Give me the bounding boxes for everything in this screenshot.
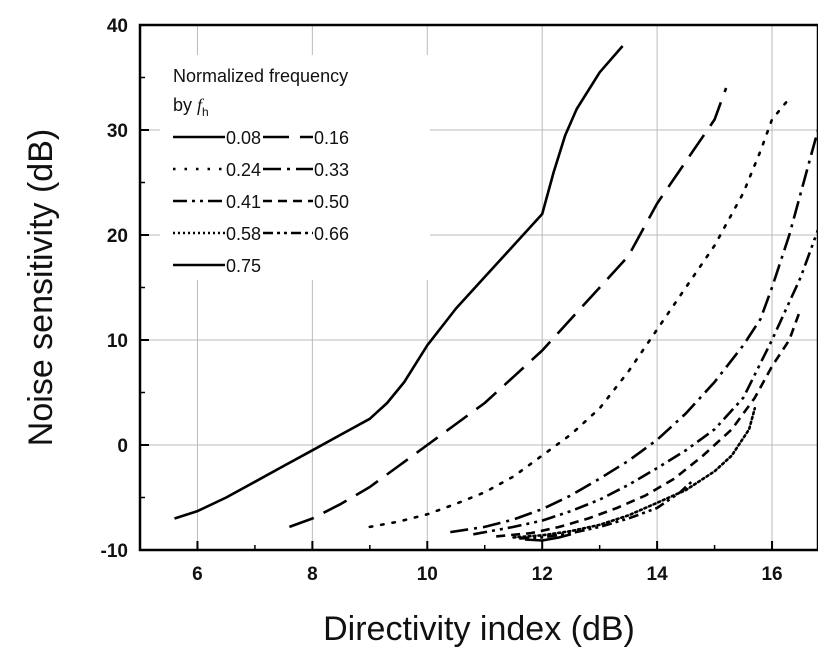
x-tick-label: 16	[761, 564, 782, 585]
legend-box	[160, 55, 430, 280]
y-tick-label: 0	[117, 436, 128, 457]
legend-title-symbol: f	[197, 95, 205, 115]
series-layer	[174, 45, 818, 542]
legend-label: 0.24	[226, 160, 261, 180]
y-tick-label: 10	[107, 331, 128, 352]
legend-title-by: by fh	[173, 95, 209, 119]
y-tick-label: 30	[107, 121, 128, 142]
legend-label: 0.33	[314, 160, 349, 180]
legend: Normalized frequency by fh 0.08 0.160.24 0…	[160, 55, 430, 280]
x-tick-label: 10	[417, 564, 438, 585]
series-line-0.66	[519, 480, 693, 540]
y-tick-label: -10	[101, 541, 128, 562]
x-tick-label: 6	[192, 564, 203, 585]
axis-ticks: 6 8 10 12 14 16 -10 0 10 20 30 40	[101, 16, 783, 585]
x-tick-label: 12	[532, 564, 553, 585]
legend-items: 0.08 0.16 0.24 0.33 0.41 0.50 0.58 0.66 0.75	[173, 128, 349, 276]
series-line-0.33	[450, 129, 818, 534]
series-line-0.58	[512, 407, 757, 539]
series-line-0.08	[174, 45, 624, 520]
x-tick-label: 14	[647, 564, 669, 585]
y-axis-title: Noise sensitivity (dB)	[22, 129, 60, 446]
series-line-0.24	[368, 97, 791, 529]
legend-title-prefix: by	[173, 95, 197, 115]
series-line-0.75	[524, 533, 572, 542]
legend-label: 0.75	[226, 256, 261, 276]
legend-label: 0.58	[226, 224, 261, 244]
x-tick-label: 8	[307, 564, 318, 585]
legend-label: 0.66	[314, 224, 349, 244]
legend-label: 0.50	[314, 192, 349, 212]
series-line-0.50	[496, 308, 803, 538]
series-line-0.41	[473, 229, 818, 536]
x-axis-title: Directivity index (dB)	[323, 610, 635, 648]
y-tick-label: 40	[107, 16, 128, 37]
legend-title-subscript: h	[202, 105, 209, 119]
legend-title: Normalized frequency	[173, 66, 348, 86]
series-line-0.16	[288, 87, 728, 529]
legend-label: 0.16	[314, 128, 349, 148]
y-tick-label: 20	[107, 226, 128, 247]
legend-label: 0.41	[226, 192, 261, 212]
legend-label: 0.08	[226, 128, 261, 148]
